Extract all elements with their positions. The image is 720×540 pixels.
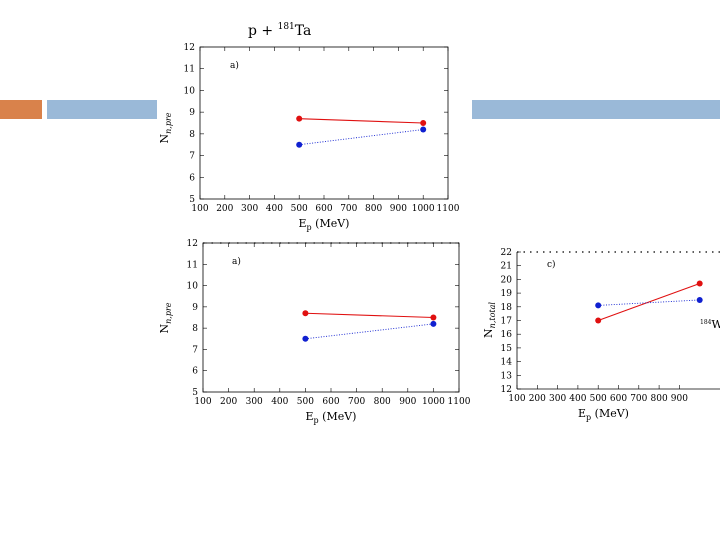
x-tick-label: 700 bbox=[340, 204, 357, 214]
data-point bbox=[696, 280, 703, 287]
y-tick-label: 9 bbox=[192, 303, 198, 313]
y-tick-label: 16 bbox=[501, 330, 513, 340]
y-tick-label: 11 bbox=[184, 65, 195, 75]
x-tick-label: 500 bbox=[590, 394, 607, 404]
series-line-1 bbox=[305, 323, 434, 340]
annotation-label: 184W bbox=[700, 318, 720, 331]
y-tick-label: 13 bbox=[501, 371, 513, 381]
x-axis-title: Ep (MeV) bbox=[306, 410, 357, 425]
x-tick-label: 900 bbox=[671, 394, 688, 404]
chart-panel-bottom-right: 100 200 300 400 500 600 700 800 900 12 13 14 15 16 17 1… bbox=[482, 248, 720, 422]
y-tick-label: 17 bbox=[501, 317, 513, 327]
chart-panel-bottom-left: 100 200 300 400 500 600 700 800 900 1000 1100 5 6 7 8 9… bbox=[158, 239, 471, 425]
y-tick-label: 6 bbox=[189, 173, 195, 183]
x-tick-label: 1100 bbox=[448, 397, 471, 407]
y-axis-title: Nn,pre bbox=[158, 112, 173, 143]
panel-label: a) bbox=[230, 60, 239, 71]
y-tick-label: 7 bbox=[192, 345, 198, 355]
x-tick-label: 100 bbox=[508, 394, 525, 404]
x-tick-label: 600 bbox=[322, 397, 339, 407]
x-tick-label: 200 bbox=[220, 397, 237, 407]
data-point bbox=[595, 317, 602, 324]
x-tick-label: 800 bbox=[651, 394, 668, 404]
data-point bbox=[302, 335, 309, 342]
x-tick-label: 1000 bbox=[422, 397, 445, 407]
x-tick-label: 900 bbox=[390, 204, 407, 214]
y-tick-label: 6 bbox=[192, 367, 198, 377]
x-tick-label: 500 bbox=[291, 204, 308, 214]
x-tick-label: 400 bbox=[569, 394, 586, 404]
data-point bbox=[595, 302, 602, 309]
y-tick-label: 8 bbox=[192, 324, 198, 334]
x-tick-label: 300 bbox=[241, 204, 258, 214]
y-tick-label: 12 bbox=[501, 385, 512, 395]
data-point bbox=[430, 320, 437, 327]
y-tick-label: 8 bbox=[189, 130, 195, 140]
y-tick-label: 18 bbox=[501, 303, 513, 313]
y-axis-title: Nn,pre bbox=[158, 302, 173, 333]
x-tick-label: 600 bbox=[315, 204, 332, 214]
data-point bbox=[430, 314, 437, 321]
data-point bbox=[302, 310, 309, 317]
series-line-0 bbox=[305, 312, 434, 319]
y-tick-label: 20 bbox=[501, 275, 513, 285]
y-tick-label: 19 bbox=[501, 289, 513, 299]
accent-bar-blue-right bbox=[472, 100, 720, 119]
series-line-1 bbox=[299, 129, 424, 146]
series-line-0 bbox=[598, 282, 700, 322]
x-axis-title: Ep (MeV) bbox=[578, 407, 629, 422]
series-line-0 bbox=[299, 118, 424, 124]
y-tick-label: 12 bbox=[184, 43, 195, 53]
y-axis-title: Nn,total bbox=[482, 302, 497, 338]
y-tick-label: 9 bbox=[189, 108, 195, 118]
x-tick-label: 300 bbox=[549, 394, 566, 404]
x-tick-label: 400 bbox=[271, 397, 288, 407]
x-tick-label: 100 bbox=[194, 397, 211, 407]
x-tick-label: 200 bbox=[529, 394, 546, 404]
y-tick-label: 21 bbox=[501, 262, 512, 272]
x-tick-label: 800 bbox=[365, 204, 382, 214]
x-tick-label: 400 bbox=[266, 204, 283, 214]
x-tick-label: 100 bbox=[191, 204, 208, 214]
x-tick-label: 700 bbox=[348, 397, 365, 407]
data-point bbox=[296, 115, 303, 122]
panel-label: a) bbox=[232, 256, 241, 267]
panel-label: c) bbox=[547, 259, 556, 270]
x-tick-label: 1000 bbox=[412, 204, 435, 214]
series-line-1 bbox=[598, 299, 700, 306]
data-point bbox=[696, 296, 703, 303]
x-tick-label: 500 bbox=[297, 397, 314, 407]
accent-bar-orange bbox=[0, 100, 42, 119]
x-tick-label: 700 bbox=[630, 394, 647, 404]
data-point bbox=[420, 120, 427, 126]
chart-panel-top: 100 200 300 400 500 600 700 800 900 1000 1100 5 6 7 8 9… bbox=[158, 43, 460, 232]
x-tick-label: 800 bbox=[374, 397, 391, 407]
x-tick-label: 600 bbox=[610, 394, 627, 404]
x-axis-title: Ep (MeV) bbox=[299, 217, 350, 232]
accent-bar-blue-left bbox=[47, 100, 157, 119]
x-tick-label: 300 bbox=[246, 397, 263, 407]
chart-title: p + 181Ta bbox=[248, 22, 311, 39]
data-point bbox=[420, 126, 427, 133]
y-tick-label: 10 bbox=[184, 86, 196, 96]
x-tick-label: 200 bbox=[216, 204, 233, 214]
y-tick-label: 15 bbox=[501, 344, 513, 354]
y-tick-label: 22 bbox=[501, 248, 512, 258]
y-tick-label: 12 bbox=[187, 239, 198, 249]
y-tick-label: 5 bbox=[192, 388, 198, 398]
y-tick-label: 11 bbox=[187, 260, 198, 270]
data-point bbox=[296, 141, 303, 148]
x-tick-label: 900 bbox=[399, 397, 416, 407]
x-tick-label: 1100 bbox=[437, 204, 460, 214]
y-tick-label: 7 bbox=[189, 152, 195, 162]
y-tick-label: 14 bbox=[501, 358, 513, 368]
y-tick-label: 5 bbox=[189, 195, 195, 205]
y-tick-label: 10 bbox=[187, 282, 199, 292]
